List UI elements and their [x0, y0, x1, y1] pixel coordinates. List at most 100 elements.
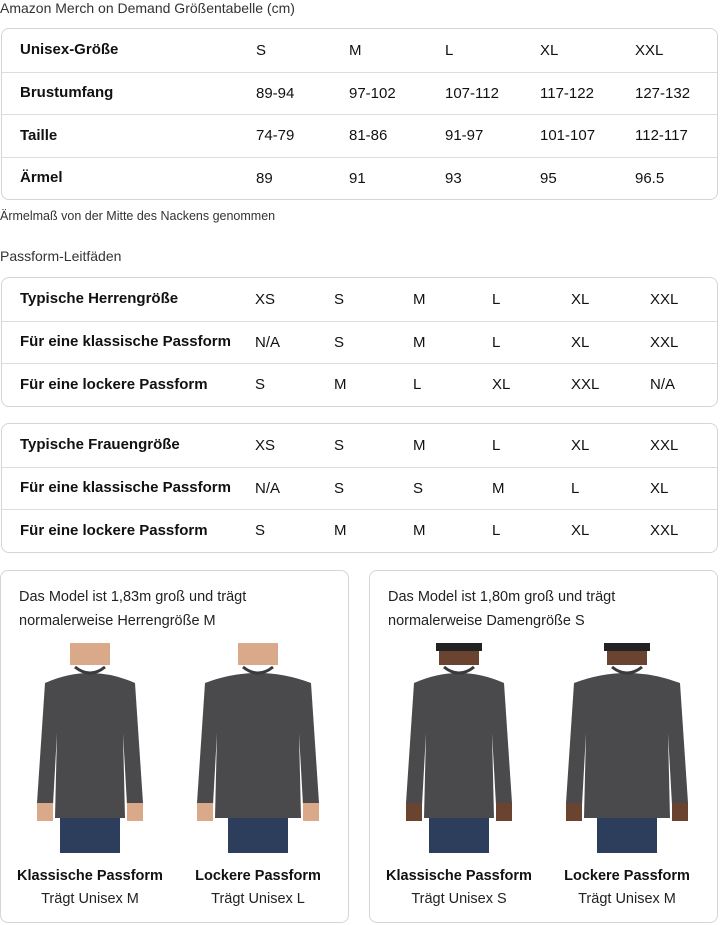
table-cell: L [445, 41, 454, 59]
table-row: Für eine klassische Passform N/A S M L XL XXL [2, 320, 717, 364]
table-cell: S [334, 290, 345, 308]
table-cell: XL [492, 376, 511, 394]
table-cell: L [492, 522, 501, 540]
table-cell: XS [255, 436, 276, 454]
table-cell: N/A [650, 376, 676, 394]
fit-label: Klassische Passform Trägt Unisex M [5, 867, 175, 908]
row-label: Typische Frauengröße [20, 436, 180, 454]
table-cell: S [255, 376, 266, 394]
table-cell: M [334, 522, 347, 540]
table-row: Taille 74-79 81-86 91-97 101-107 112-117 [2, 114, 717, 157]
row-label: Taille [20, 126, 58, 144]
table-row: Typische Herrengröße XS S M L XL XXL [2, 278, 717, 321]
women-fit-table: Typische Frauengröße XS S M L XL XXL Für eine k… [1, 423, 718, 553]
table-cell: 117-122 [540, 84, 594, 102]
table-cell: M [413, 290, 426, 308]
fit-name: Lockere Passform [195, 868, 321, 884]
table-cell: M [492, 479, 505, 497]
table-cell: S [255, 522, 266, 540]
fit-size: Trägt Unisex M [578, 891, 676, 907]
sleeve-note: Ärmelmaß von der Mitte des Nackens genom… [0, 209, 276, 223]
table-cell: 107-112 [445, 84, 499, 102]
fit-label: Klassische Passform Trägt Unisex S [374, 867, 544, 908]
table-cell: L [492, 333, 501, 351]
table-cell: S [413, 479, 424, 497]
women-model-card: Das Model ist 1,80m groß und trägt norma… [369, 570, 718, 923]
table-cell: M [413, 522, 426, 540]
table-cell: XL [571, 436, 590, 454]
table-cell: L [571, 479, 580, 497]
row-label: Ärmel [20, 169, 63, 187]
table-cell: 127-132 [635, 84, 691, 102]
table-cell: XXL [571, 376, 600, 394]
table-cell: XXL [635, 41, 664, 59]
table-row: Brustumfang 89-94 97-102 107-112 117-122 127-… [2, 71, 717, 115]
table-cell: 101-107 [540, 127, 596, 145]
table-cell: XL [571, 290, 590, 308]
table-row: Typische Frauengröße XS S M L XL XXL [2, 424, 717, 467]
fit-name: Klassische Passform [17, 868, 163, 884]
row-label: Brustumfang [20, 84, 114, 102]
table-cell: L [413, 376, 422, 394]
table-cell: XL [540, 41, 559, 59]
table-cell: N/A [255, 333, 281, 351]
table-cell: 74-79 [256, 127, 295, 145]
table-row: Für eine lockere Passform S M M L XL XXL [2, 509, 717, 552]
men-model-card: Das Model ist 1,83m groß und trägt norma… [0, 570, 349, 923]
table-cell: 89-94 [256, 84, 295, 102]
table-cell: XXL [650, 333, 679, 351]
row-label: Typische Herrengröße [20, 290, 179, 308]
fit-name: Klassische Passform [386, 868, 532, 884]
table-cell: M [413, 436, 426, 454]
fit-label: Lockere Passform Trägt Unisex M [542, 867, 712, 908]
row-label: Für eine klassische Passform [20, 479, 231, 497]
table-row: Unisex-Größe S M L XL XXL [2, 29, 717, 72]
table-cell: XL [650, 479, 669, 497]
fit-guide-heading: Passform-Leitfäden [0, 248, 122, 264]
table-cell: XL [571, 522, 590, 540]
table-cell: 112-117 [635, 127, 688, 145]
table-cell: 96.5 [635, 169, 665, 187]
row-label: Für eine lockere Passform [20, 375, 208, 393]
table-cell: 91-97 [445, 127, 484, 145]
table-cell: XXL [650, 436, 679, 454]
table-cell: S [334, 479, 345, 497]
fit-size: Trägt Unisex M [41, 891, 139, 907]
table-row: Für eine klassische Passform N/A S S M L XL [2, 466, 717, 510]
table-cell: M [349, 41, 362, 59]
row-label: Für eine klassische Passform [20, 333, 231, 351]
table-cell: M [413, 333, 426, 351]
table-cell: XS [255, 290, 276, 308]
table-cell: 89 [256, 169, 273, 187]
fit-label: Lockere Passform Trägt Unisex L [173, 867, 343, 908]
table-cell: 81-86 [349, 127, 388, 145]
row-label: Unisex-Größe [20, 41, 119, 59]
model-photo [15, 643, 165, 853]
table-cell: XXL [650, 522, 679, 540]
fit-size: Trägt Unisex L [211, 891, 305, 907]
men-fit-table: Typische Herrengröße XS S M L XL XXL Für eine k… [1, 277, 718, 407]
fit-size: Trägt Unisex S [411, 891, 507, 907]
table-cell: XL [571, 333, 590, 351]
table-cell: 97-102 [349, 84, 396, 102]
table-cell: XXL [650, 290, 679, 308]
fit-name: Lockere Passform [564, 868, 690, 884]
size-table: Unisex-Größe S M L XL XXL Brustumfang 89-94 97-1… [1, 28, 718, 200]
table-cell: N/A [255, 479, 281, 497]
table-cell: M [334, 376, 347, 394]
table-cell: S [334, 436, 345, 454]
table-row: Ärmel 89 91 93 95 96.5 [2, 156, 717, 200]
model-photo [183, 643, 333, 853]
model-photo [384, 643, 534, 853]
table-cell: L [492, 290, 501, 308]
table-cell: 93 [445, 169, 462, 187]
model-photo [552, 643, 702, 853]
table-row: Für eine lockere Passform S M L XL XXL N/A [2, 363, 717, 406]
table-cell: 95 [540, 169, 557, 187]
model-caption: Das Model ist 1,83m groß und trägt norma… [19, 589, 247, 629]
row-label: Für eine lockere Passform [20, 521, 208, 539]
table-cell: S [334, 333, 345, 351]
table-cell: 91 [349, 169, 366, 187]
model-caption: Das Model ist 1,80m groß und trägt norma… [388, 589, 616, 629]
table-cell: S [256, 41, 267, 59]
